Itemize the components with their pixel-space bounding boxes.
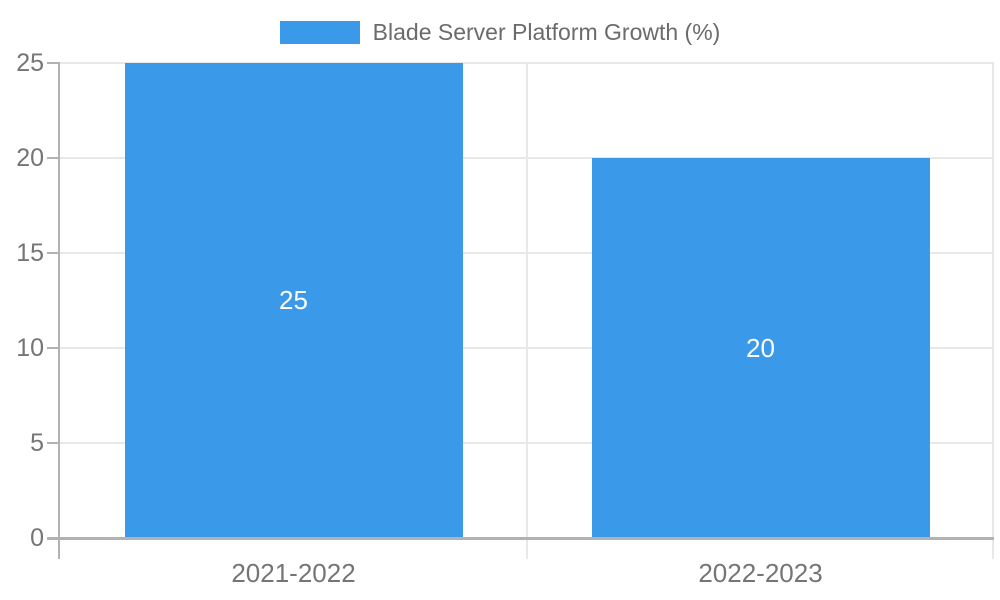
- x-category-label: 2021-2022: [231, 558, 356, 588]
- plot-right-border: [992, 63, 994, 559]
- bar-value-label: 25: [279, 285, 308, 315]
- x-category-label: 2022-2023: [698, 558, 823, 588]
- y-tick: [47, 442, 60, 444]
- bar[interactable]: 20: [591, 158, 930, 538]
- category-separator-line: [526, 63, 528, 559]
- y-tick-label: 5: [30, 429, 44, 457]
- y-tick: [47, 157, 60, 159]
- y-tick-label: 10: [16, 334, 44, 362]
- bar-value-label: 20: [746, 332, 775, 363]
- y-axis-line: [58, 63, 60, 559]
- bar[interactable]: 25: [124, 63, 463, 538]
- legend-swatch: [279, 21, 360, 44]
- y-tick-label: 15: [16, 239, 44, 267]
- legend[interactable]: Blade Server Platform Growth (%): [0, 19, 1000, 46]
- y-tick-label: 0: [30, 524, 44, 552]
- y-tick: [47, 62, 60, 64]
- y-tick-label: 25: [16, 49, 44, 77]
- x-axis-baseline: [47, 537, 994, 540]
- y-tick: [47, 347, 60, 349]
- legend-series-label: Blade Server Platform Growth (%): [372, 19, 721, 45]
- y-tick: [47, 252, 60, 254]
- y-tick-label: 20: [16, 144, 44, 172]
